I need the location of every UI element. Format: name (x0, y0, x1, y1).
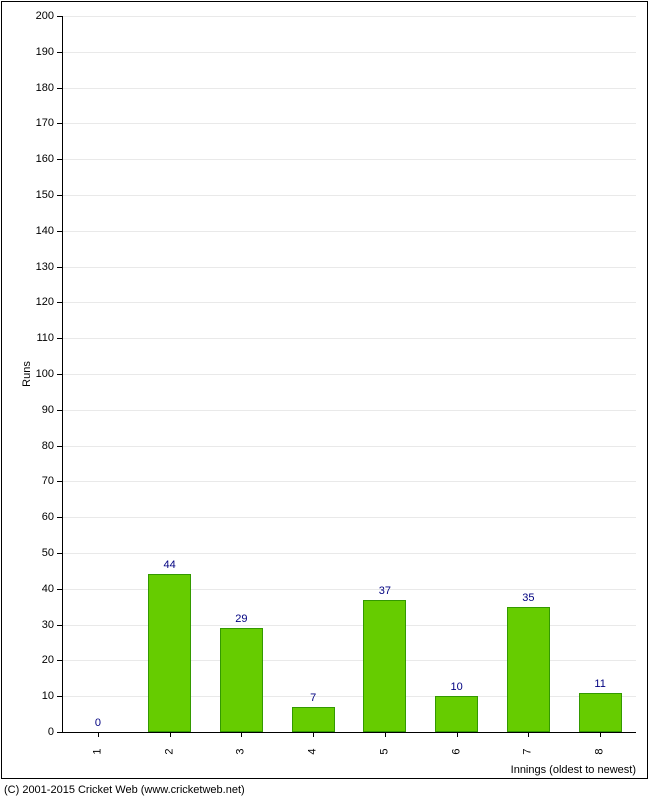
bar (435, 696, 478, 732)
x-tick-label: 1 (92, 742, 103, 762)
y-tick-label: 90 (24, 405, 54, 416)
bar-value-label: 44 (150, 560, 190, 571)
grid-line (62, 231, 636, 232)
bar-value-label: 37 (365, 586, 405, 597)
bar-value-label: 7 (293, 693, 333, 704)
grid-line (62, 52, 636, 53)
y-tick-label: 190 (24, 47, 54, 58)
y-tick-label: 170 (24, 118, 54, 129)
grid-line (62, 195, 636, 196)
y-tick-label: 30 (24, 620, 54, 631)
x-tick-label: 5 (379, 742, 390, 762)
y-tick-label: 120 (24, 297, 54, 308)
x-tick-label: 8 (595, 742, 606, 762)
x-tick-label: 2 (164, 742, 175, 762)
bar (220, 628, 263, 732)
bar (507, 607, 550, 732)
bar-value-label: 0 (78, 718, 118, 729)
grid-line (62, 267, 636, 268)
grid-line (62, 338, 636, 339)
y-tick-label: 150 (24, 190, 54, 201)
y-tick-label: 70 (24, 476, 54, 487)
x-tick-label: 3 (236, 742, 247, 762)
bar-value-label: 35 (508, 593, 548, 604)
bar-value-label: 11 (580, 679, 620, 690)
grid-line (62, 410, 636, 411)
y-tick-label: 160 (24, 154, 54, 165)
grid-line (62, 302, 636, 303)
y-axis-title: Runs (21, 361, 33, 387)
grid-line (62, 123, 636, 124)
y-tick-label: 20 (24, 655, 54, 666)
bar (148, 574, 191, 732)
grid-line (62, 88, 636, 89)
y-tick-label: 60 (24, 512, 54, 523)
grid-line (62, 446, 636, 447)
copyright-text: (C) 2001-2015 Cricket Web (www.cricketwe… (4, 784, 245, 796)
bar (292, 707, 335, 732)
y-tick-label: 130 (24, 262, 54, 273)
bar (579, 693, 622, 732)
y-tick-label: 110 (24, 333, 54, 344)
y-tick-label: 140 (24, 226, 54, 237)
y-axis-line (62, 16, 63, 732)
grid-line (62, 553, 636, 554)
y-tick-label: 10 (24, 691, 54, 702)
y-tick-label: 180 (24, 83, 54, 94)
y-tick-label: 80 (24, 441, 54, 452)
y-tick-label: 50 (24, 548, 54, 559)
x-tick-label: 6 (451, 742, 462, 762)
grid-line (62, 159, 636, 160)
x-axis-line (62, 732, 636, 733)
y-tick-label: 200 (24, 11, 54, 22)
y-tick-label: 0 (24, 727, 54, 738)
bar-value-label: 10 (437, 682, 477, 693)
chart-frame: 0102030405060708090100110120130140150160… (0, 0, 650, 800)
grid-line (62, 16, 636, 17)
grid-line (62, 374, 636, 375)
grid-line (62, 481, 636, 482)
x-tick-label: 7 (523, 742, 534, 762)
y-tick-label: 40 (24, 584, 54, 595)
x-axis-title: Innings (oldest to newest) (511, 764, 636, 776)
outer-border (1, 1, 648, 779)
bar-value-label: 29 (221, 614, 261, 625)
bar (363, 600, 406, 732)
grid-line (62, 517, 636, 518)
x-tick-label: 4 (308, 742, 319, 762)
